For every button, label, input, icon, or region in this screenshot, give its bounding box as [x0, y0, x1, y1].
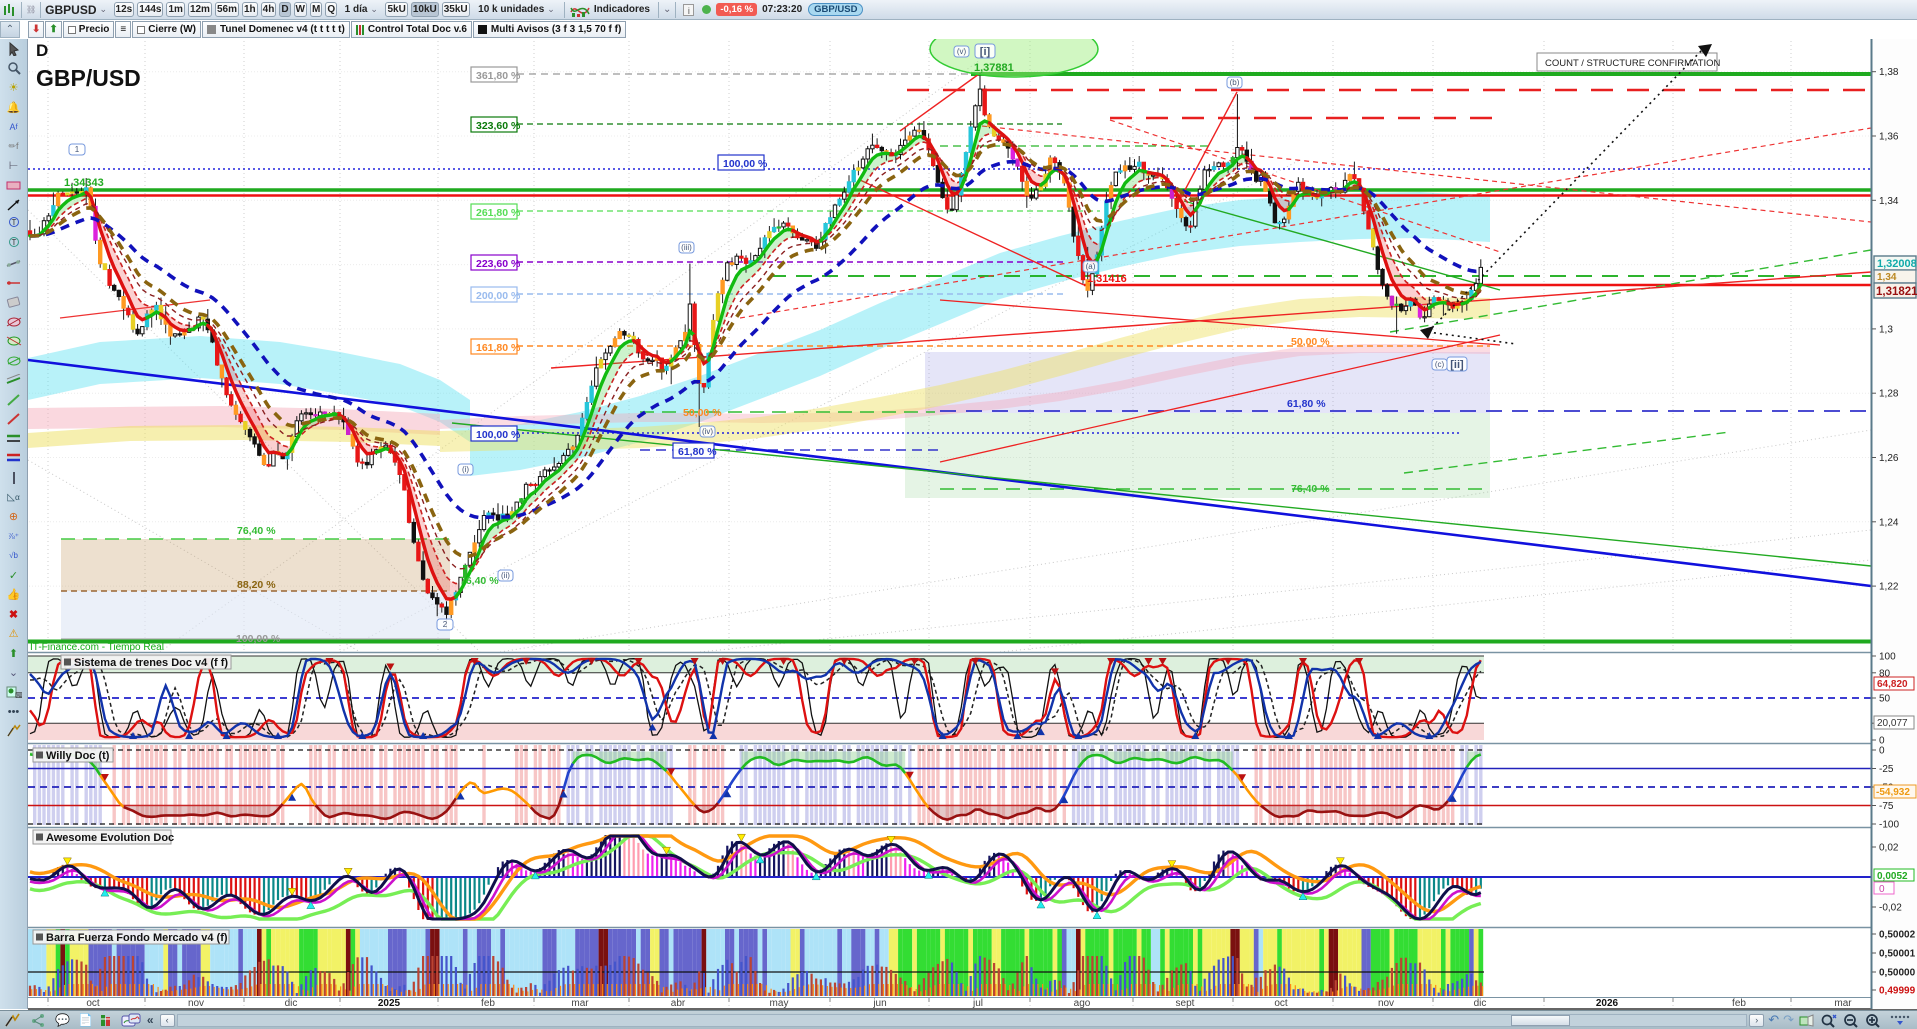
- svg-text:261,80 %: 261,80 %: [476, 207, 521, 219]
- svg-text:(iii): (iii): [681, 243, 692, 252]
- svg-text:oct: oct: [1274, 998, 1288, 1009]
- svg-text:361,80 %: 361,80 %: [476, 70, 521, 82]
- svg-text:76,40 %: 76,40 %: [1291, 483, 1330, 495]
- svg-text:(i): (i): [462, 465, 469, 474]
- svg-text:61,80 %: 61,80 %: [678, 446, 717, 458]
- svg-text:-54,932: -54,932: [1876, 787, 1910, 798]
- svg-text:2: 2: [443, 620, 448, 629]
- svg-text:0,50002: 0,50002: [1879, 930, 1916, 941]
- svg-text:200,00 %: 200,00 %: [476, 290, 521, 302]
- svg-text:1,34343: 1,34343: [64, 177, 104, 189]
- svg-text:(c): (c): [1435, 360, 1445, 369]
- svg-text:64,820: 64,820: [1877, 679, 1908, 690]
- svg-text:(b): (b): [1230, 78, 1240, 87]
- svg-text:GBP/USD: GBP/USD: [36, 65, 141, 91]
- svg-text:oct: oct: [86, 998, 100, 1009]
- svg-text:1,26: 1,26: [1879, 453, 1899, 464]
- svg-text:[ii]: [ii]: [1450, 359, 1464, 371]
- svg-text:Awesome Evolution Doc: Awesome Evolution Doc: [46, 832, 174, 844]
- svg-text:50: 50: [1879, 694, 1891, 705]
- svg-text:feb: feb: [481, 998, 495, 1009]
- svg-text:100,00 %: 100,00 %: [476, 429, 521, 441]
- svg-text:Sistema de trenes Doc v4 (f f): Sistema de trenes Doc v4 (f f): [74, 657, 228, 669]
- svg-text:may: may: [770, 998, 789, 1009]
- svg-text:100,00 %: 100,00 %: [236, 633, 281, 645]
- svg-text:88,20 %: 88,20 %: [237, 579, 276, 591]
- svg-text:2026: 2026: [1596, 998, 1619, 1009]
- svg-text:-75: -75: [1879, 801, 1894, 812]
- svg-text:dic: dic: [285, 998, 298, 1009]
- svg-text:nov: nov: [1378, 998, 1394, 1009]
- svg-text:Willy Doc (t): Willy Doc (t): [46, 750, 110, 762]
- svg-text:Barra Fuerza Fondo Mercado v4: Barra Fuerza Fondo Mercado v4 (f): [46, 932, 228, 944]
- svg-text:(a): (a): [1086, 262, 1096, 271]
- svg-text:1,28: 1,28: [1879, 389, 1899, 400]
- svg-text:(iv): (iv): [702, 427, 713, 436]
- svg-text:jul: jul: [972, 998, 983, 1009]
- svg-text:0,49999: 0,49999: [1879, 986, 1916, 997]
- svg-text:323,60 %: 323,60 %: [476, 120, 521, 132]
- svg-text:100: 100: [1879, 652, 1896, 663]
- svg-text:0: 0: [1879, 746, 1885, 757]
- svg-text:0,50001: 0,50001: [1879, 949, 1916, 960]
- svg-text:T: T: [11, 218, 16, 227]
- svg-text:161,80 %: 161,80 %: [476, 342, 521, 354]
- svg-text:sept: sept: [1176, 998, 1195, 1009]
- svg-text:0: 0: [1879, 736, 1885, 747]
- svg-text:jun: jun: [872, 998, 886, 1009]
- svg-text:1,32008: 1,32008: [1877, 258, 1917, 270]
- svg-text:1,38: 1,38: [1879, 67, 1899, 78]
- svg-text:0,0052: 0,0052: [1877, 871, 1908, 882]
- svg-text:1,34: 1,34: [1879, 196, 1899, 207]
- svg-text:80: 80: [1879, 668, 1891, 679]
- svg-text:1,3: 1,3: [1879, 324, 1893, 335]
- svg-text:-100: -100: [1879, 820, 1899, 831]
- svg-text:mar: mar: [571, 998, 589, 1009]
- svg-text:1,37881: 1,37881: [974, 62, 1014, 74]
- svg-text:61,80 %: 61,80 %: [1287, 398, 1326, 410]
- svg-text:223,60 %: 223,60 %: [476, 258, 521, 270]
- svg-text:[i]: [i]: [980, 46, 991, 58]
- svg-text:20,077: 20,077: [1877, 718, 1908, 729]
- svg-text:feb: feb: [1732, 998, 1746, 1009]
- svg-text:100,00 %: 100,00 %: [723, 158, 768, 170]
- svg-text:⌨: ⌨: [15, 691, 22, 699]
- svg-text:(ii): (ii): [501, 571, 510, 580]
- svg-text:-25: -25: [1879, 764, 1894, 775]
- svg-text:nov: nov: [188, 998, 204, 1009]
- svg-text:76,40 %: 76,40 %: [460, 575, 499, 587]
- svg-text:1,24: 1,24: [1879, 517, 1899, 528]
- svg-text:1,36: 1,36: [1879, 132, 1899, 143]
- svg-text:COUNT / STRUCTURE CONFIRMATION: COUNT / STRUCTURE CONFIRMATION: [1545, 58, 1721, 69]
- svg-text:(v): (v): [957, 47, 967, 56]
- svg-text:1,22: 1,22: [1879, 582, 1899, 593]
- svg-text:mar: mar: [1834, 998, 1852, 1009]
- svg-text:50,00 %: 50,00 %: [1291, 336, 1330, 348]
- svg-text:ago: ago: [1074, 998, 1091, 1009]
- svg-text:50,00 %: 50,00 %: [683, 407, 722, 419]
- svg-text:1: 1: [75, 145, 80, 154]
- svg-text:1,31416: 1,31416: [1087, 273, 1127, 285]
- svg-text:1,34: 1,34: [1877, 272, 1897, 283]
- svg-text:76,40 %: 76,40 %: [237, 525, 276, 537]
- svg-text:2025: 2025: [378, 998, 401, 1009]
- svg-text:0,50000: 0,50000: [1879, 968, 1916, 979]
- svg-text:-0,02: -0,02: [1879, 903, 1902, 914]
- svg-text:1,31821: 1,31821: [1876, 286, 1917, 298]
- svg-text:0: 0: [1879, 884, 1885, 895]
- svg-text:abr: abr: [671, 998, 686, 1009]
- svg-text:0,02: 0,02: [1879, 843, 1899, 854]
- svg-text:T: T: [11, 238, 16, 247]
- svg-text:IT-Finance.com - Tiempo Real: IT-Finance.com - Tiempo Real: [30, 642, 164, 653]
- svg-text:dic: dic: [1474, 998, 1487, 1009]
- svg-text:D: D: [36, 41, 48, 60]
